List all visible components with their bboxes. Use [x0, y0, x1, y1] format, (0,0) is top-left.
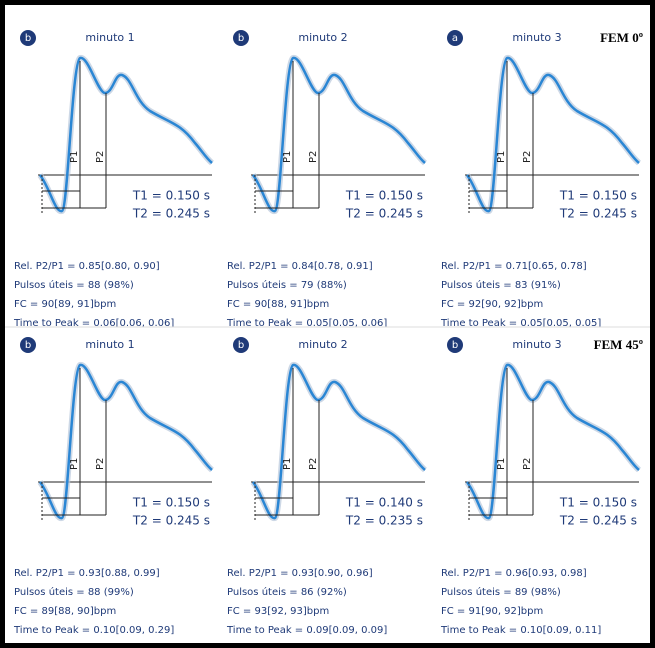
stat-line: Pulsos úteis = 83 (91%): [441, 279, 561, 291]
p1-label: P1: [496, 151, 507, 163]
t2-label: T2 = 0.245 s: [132, 514, 210, 528]
p1-label: P1: [69, 458, 80, 470]
t2-label: T2 = 0.245 s: [559, 514, 637, 528]
badge-label: a: [452, 33, 458, 44]
stat-line: FC = 92[90, 92]bpm: [441, 299, 543, 310]
panel-title: minuto 1: [85, 31, 134, 44]
stat-line: Pulsos úteis = 88 (99%): [14, 586, 134, 598]
panel-title: minuto 2: [298, 31, 347, 44]
panel: b minuto 2 P1 P2 T1 = 0.140 s T2 = 0.235 s Rel…: [226, 337, 427, 636]
stat-line: Pulsos úteis = 89 (98%): [441, 586, 561, 598]
p1-label: P1: [496, 458, 507, 470]
p2-label: P2: [522, 458, 533, 470]
p1-label: P1: [69, 151, 80, 163]
badge-label: b: [238, 340, 244, 351]
t1-label: T1 = 0.140 s: [345, 496, 423, 510]
waveform: [465, 56, 640, 213]
stat-line: Rel. P2/P1 = 0.85[0.80, 0.90]: [14, 261, 160, 272]
stat-line: FC = 91[90, 92]bpm: [441, 606, 543, 617]
p1-label: P1: [282, 458, 293, 470]
p2-label: P2: [308, 151, 319, 163]
badge-label: b: [25, 340, 31, 351]
badge: [20, 337, 36, 353]
panel: b minuto 1 P1 P2 T1 = 0.150 s T2 = 0.245 s Rel…: [13, 337, 214, 636]
stat-line: Rel. P2/P1 = 0.84[0.78, 0.91]: [227, 261, 373, 272]
stat-line: Pulsos úteis = 79 (88%): [227, 279, 347, 291]
stat-line: Time to Peak = 0.05[0.05, 0.05]: [440, 318, 601, 329]
stat-line: FC = 90[88, 91]bpm: [227, 299, 329, 310]
waveform: [38, 363, 213, 520]
panel-title: minuto 3: [512, 31, 561, 44]
panel: b minuto 1 P1 P2 T1 = 0.150 s T2 = 0.245 s Rel…: [13, 30, 214, 329]
t1-label: T1 = 0.150 s: [132, 496, 210, 510]
stat-line: Time to Peak = 0.10[0.09, 0.29]: [13, 625, 174, 636]
t2-label: T2 = 0.235 s: [345, 514, 423, 528]
panel-title: minuto 2: [298, 338, 347, 351]
t1-label: T1 = 0.150 s: [345, 189, 423, 203]
badge: [447, 337, 463, 353]
t2-label: T2 = 0.245 s: [345, 207, 423, 221]
badge-label: b: [452, 340, 458, 351]
stat-line: Pulsos úteis = 88 (98%): [14, 279, 134, 291]
stat-line: Rel. P2/P1 = 0.96[0.93, 0.98]: [441, 568, 587, 579]
panels: b minuto 1 P1 P2 T1 = 0.150 s T2 = 0.245 s Rel…: [5, 30, 650, 636]
panel: b minuto 2 P1 P2 T1 = 0.150 s T2 = 0.245 s Rel…: [226, 30, 427, 329]
waveform: [38, 56, 213, 213]
p2-label: P2: [95, 458, 106, 470]
badge-label: b: [238, 33, 244, 44]
t1-label: T1 = 0.150 s: [559, 496, 637, 510]
stat-line: FC = 90[89, 91]bpm: [14, 299, 116, 310]
badge: [447, 30, 463, 46]
p1-label: P1: [282, 151, 293, 163]
t2-label: T2 = 0.245 s: [132, 207, 210, 221]
waveform: [251, 56, 426, 213]
stat-line: Time to Peak = 0.10[0.09, 0.11]: [440, 625, 601, 636]
p2-label: P2: [95, 151, 106, 163]
p2-label: P2: [522, 151, 533, 163]
waveform: [465, 363, 640, 520]
p2-label: P2: [308, 458, 319, 470]
stat-line: Time to Peak = 0.09[0.09, 0.09]: [226, 625, 387, 636]
group-label: FEM 0º: [600, 30, 643, 45]
t1-label: T1 = 0.150 s: [559, 189, 637, 203]
waveform: [251, 363, 426, 520]
stat-line: Rel. P2/P1 = 0.71[0.65, 0.78]: [441, 261, 587, 272]
group-label: FEM 45º: [594, 337, 643, 352]
panel: b minuto 3 P1 P2 T1 = 0.150 s T2 = 0.245 s Rel…: [440, 337, 641, 636]
badge: [233, 30, 249, 46]
t2-label: T2 = 0.245 s: [559, 207, 637, 221]
stat-line: Pulsos úteis = 86 (92%): [227, 586, 347, 598]
stat-line: FC = 89[88, 90]bpm: [14, 606, 116, 617]
panel-title: minuto 3: [512, 338, 561, 351]
stat-line: FC = 93[92, 93]bpm: [227, 606, 329, 617]
stat-line: Rel. P2/P1 = 0.93[0.90, 0.96]: [227, 568, 373, 579]
stat-line: Rel. P2/P1 = 0.93[0.88, 0.99]: [14, 568, 160, 579]
t1-label: T1 = 0.150 s: [132, 189, 210, 203]
panel: a minuto 3 P1 P2 T1 = 0.150 s T2 = 0.245 s Rel…: [440, 30, 641, 329]
stat-line: Time to Peak = 0.06[0.06, 0.06]: [13, 318, 174, 329]
stat-line: Time to Peak = 0.05[0.05, 0.06]: [226, 318, 387, 329]
panel-title: minuto 1: [85, 338, 134, 351]
badge-label: b: [25, 33, 31, 44]
badge: [20, 30, 36, 46]
badge: [233, 337, 249, 353]
